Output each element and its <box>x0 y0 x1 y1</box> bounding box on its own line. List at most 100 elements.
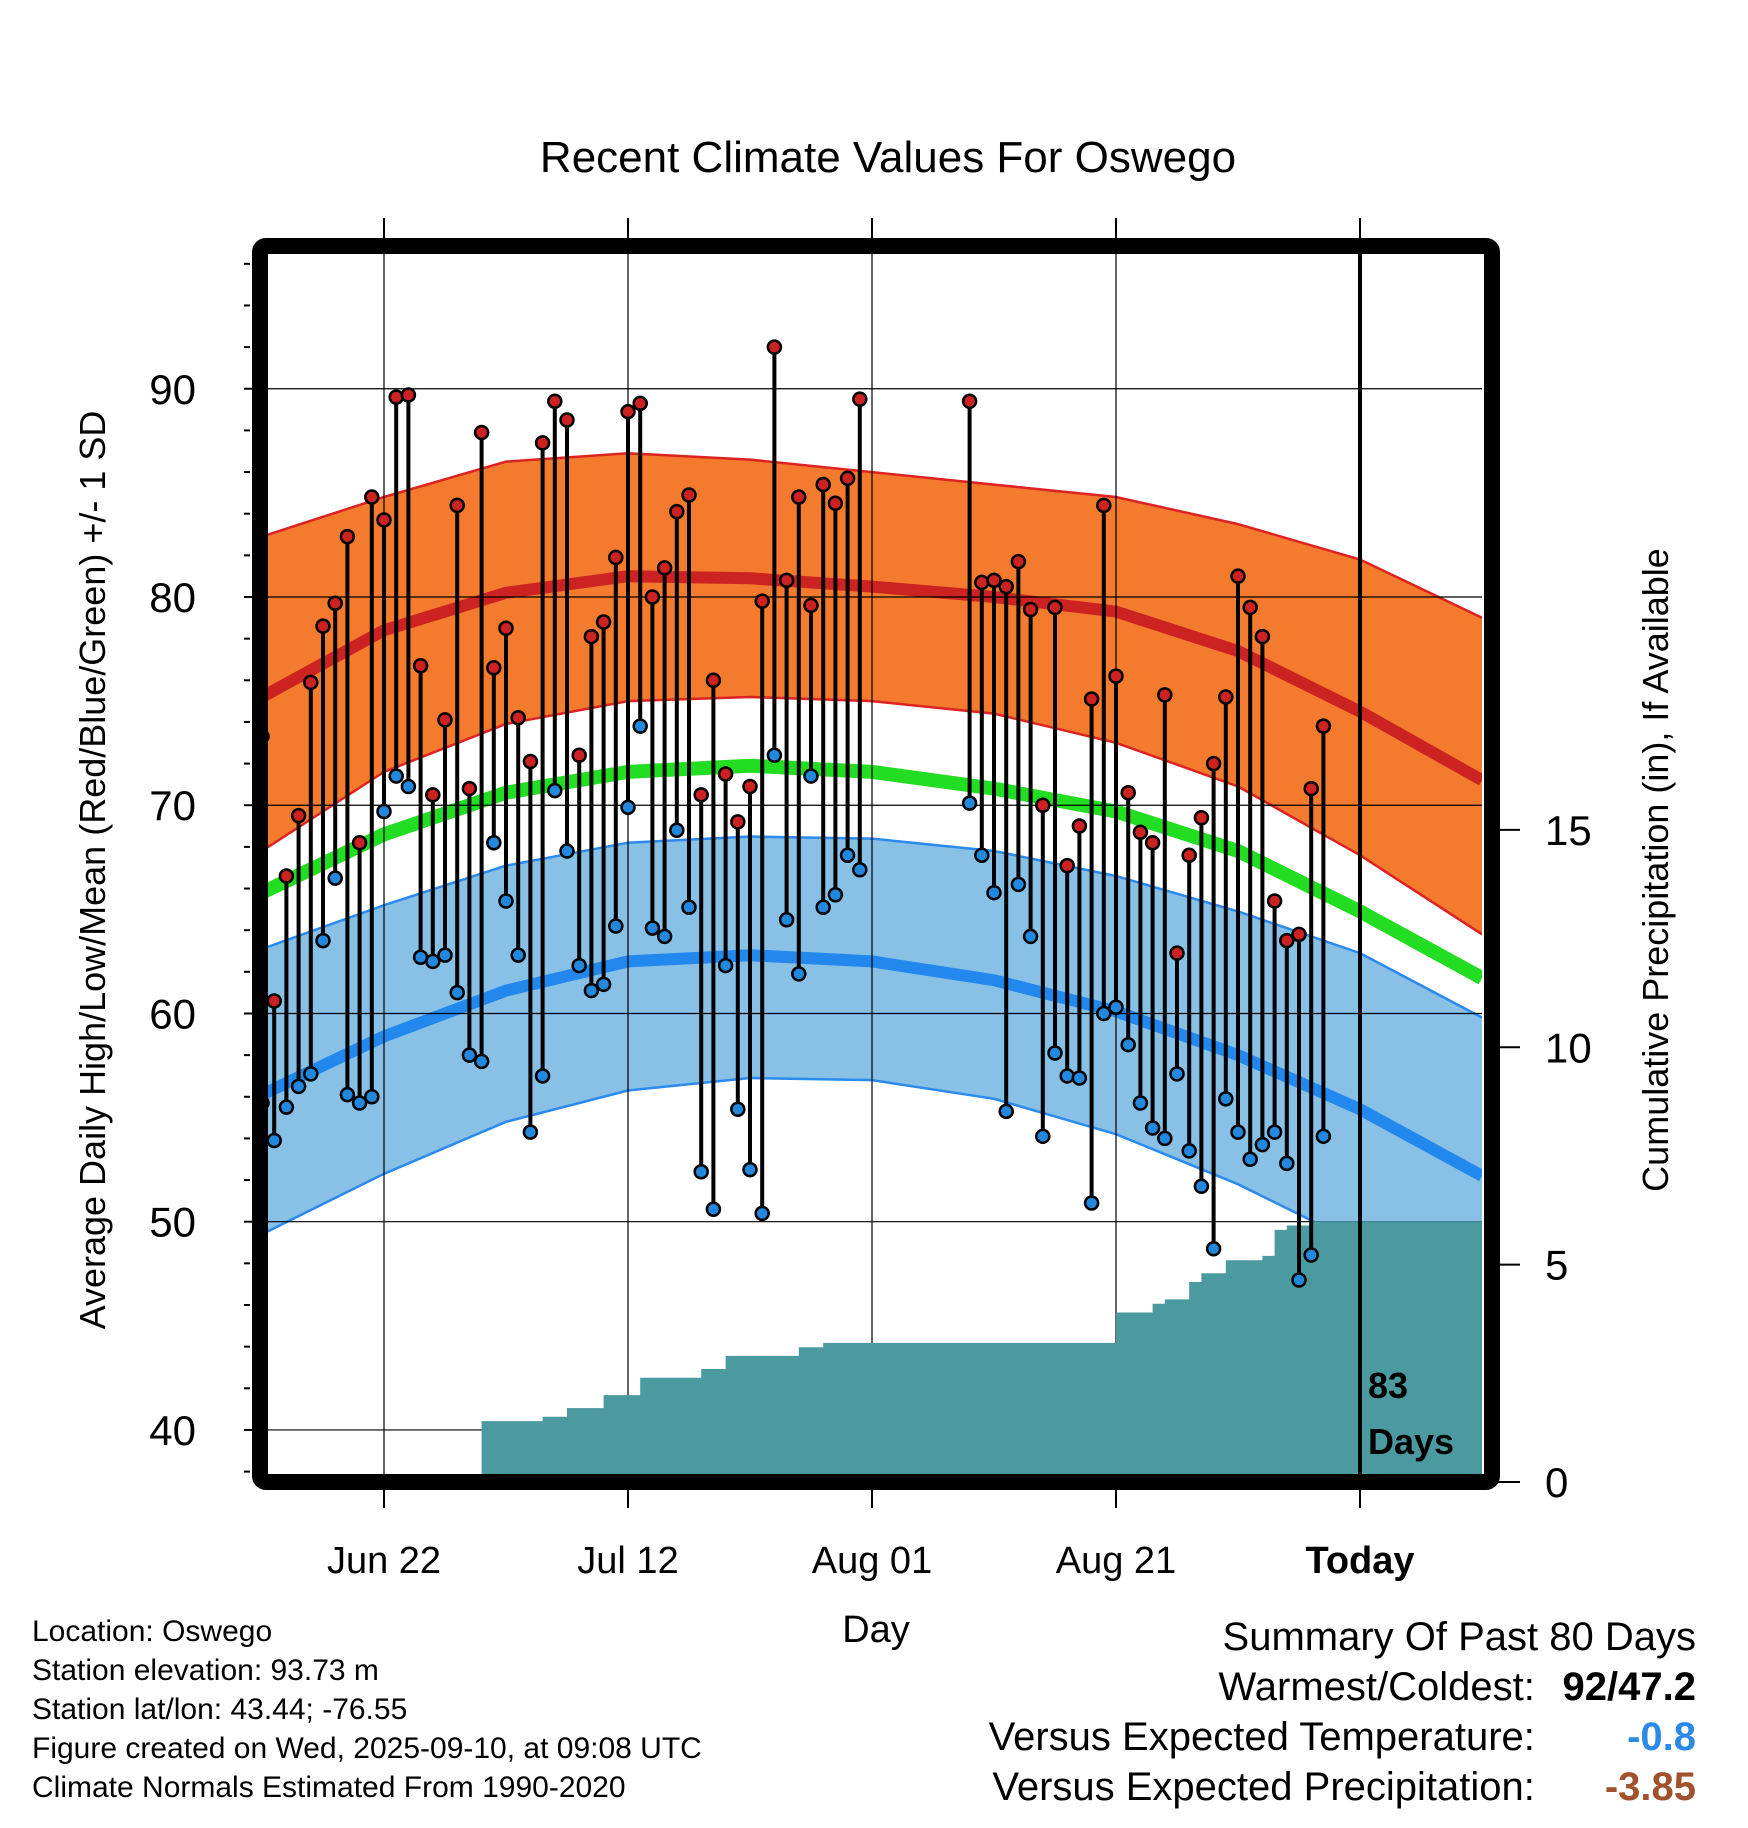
daily-low-point <box>961 795 978 811</box>
daily-high-point <box>595 614 612 630</box>
daily-high-point <box>1071 818 1088 834</box>
daily-low-point <box>852 862 868 878</box>
x-axis-label: Day <box>842 1609 910 1651</box>
daily-high-point <box>437 712 453 728</box>
daily-low-point <box>1341 0 1354 7</box>
daily-high-point <box>1010 553 1027 570</box>
daily-high-point <box>1193 809 1210 826</box>
daily-low-point <box>632 718 648 734</box>
daily-low-point <box>974 847 990 863</box>
daily-low-point <box>339 1086 356 1103</box>
y2-tick-label: 15 <box>1545 807 1592 854</box>
daily-low-point <box>522 1124 539 1140</box>
daily-high-point <box>754 593 770 609</box>
x-tick-label: Today <box>1305 1540 1414 1582</box>
daily-low-point <box>730 1101 746 1118</box>
summary-heading: Summary Of Past 80 Days <box>1222 1615 1696 1659</box>
temp-departure-value: -0.8 <box>1627 1715 1696 1759</box>
daily-low-point <box>1218 1091 1234 1107</box>
daily-high-point <box>620 403 636 420</box>
daily-low-point <box>583 982 600 999</box>
daily-high-point <box>1132 824 1149 841</box>
daily-high-point <box>1035 797 1051 813</box>
daily-high-point <box>656 560 673 576</box>
daily-low-point <box>1144 1120 1161 1136</box>
daily-high-point <box>339 528 356 545</box>
window-days-number: 83 <box>1368 1365 1408 1406</box>
info-elevation: Station elevation: 93.73 m <box>32 1654 379 1687</box>
daily-low-point <box>1169 1066 1185 1082</box>
daily-low-point <box>388 768 404 784</box>
chart-title: Recent Climate Values For Oswego <box>540 133 1236 182</box>
daily-low-point <box>400 778 417 795</box>
daily-high-point <box>742 778 758 795</box>
daily-low-point <box>1059 1068 1075 1084</box>
daily-high-point <box>791 489 807 505</box>
daily-high-point <box>315 618 331 634</box>
daily-low-point <box>1181 1143 1197 1159</box>
daily-low-point <box>1303 1247 1319 1263</box>
daily-low-point <box>595 976 612 993</box>
daily-low-point <box>303 1066 319 1082</box>
daily-high-point <box>1329 0 1342 7</box>
daily-low-point <box>547 782 563 799</box>
daily-low-point <box>473 1053 490 1070</box>
daily-high-point <box>559 412 575 428</box>
warmest-label: Warmest/Coldest: <box>1218 1665 1535 1709</box>
daily-high-point <box>498 620 514 636</box>
daily-high-point <box>1279 932 1295 949</box>
temp-departure-label: Versus Expected Temperature: <box>988 1715 1535 1759</box>
y2-axis-label: Cumulative Precipitation (in), If Availa… <box>1635 548 1676 1192</box>
daily-high-point <box>815 476 831 493</box>
daily-low-point <box>1315 1128 1332 1145</box>
daily-low-point <box>1157 1130 1173 1147</box>
daily-high-point <box>1108 668 1124 684</box>
daily-high-point <box>486 660 502 676</box>
daily-high-point <box>1169 945 1185 961</box>
summary-panel: Summary Of Past 80 Days Warmest/Coldest:… <box>989 1612 1696 1812</box>
daily-high-point <box>644 589 661 605</box>
daily-low-point <box>754 1205 770 1222</box>
daily-low-point <box>486 834 502 851</box>
y2-tick-label: 10 <box>1545 1024 1592 1071</box>
daily-low-point <box>461 1047 478 1063</box>
daily-low-point <box>1242 1151 1258 1167</box>
y-tick-label: 40 <box>149 1407 196 1454</box>
daily-high-point <box>693 787 709 803</box>
daily-low-point <box>1132 1095 1149 1111</box>
daily-high-point <box>388 389 404 405</box>
warmest-value: 92/47.2 <box>1562 1665 1696 1709</box>
window-days-text: Days <box>1368 1421 1454 1462</box>
daily-low-point <box>1047 1045 1063 1061</box>
station-info: Location: Oswego Station elevation: 93.7… <box>32 1612 702 1807</box>
daily-high-point <box>1120 784 1136 801</box>
daily-high-point <box>1230 568 1246 584</box>
daily-high-point <box>425 787 441 803</box>
daily-low-point <box>559 843 575 859</box>
daily-low-point <box>705 1201 722 1217</box>
daily-high-point <box>986 572 1002 589</box>
daily-high-point <box>1341 0 1354 7</box>
daily-low-point <box>437 947 453 963</box>
daily-high-point <box>327 595 343 611</box>
daily-low-point <box>1266 1124 1283 1140</box>
y-tick-label: 60 <box>149 990 196 1037</box>
daily-high-point <box>852 391 868 407</box>
daily-high-point <box>1315 718 1332 734</box>
daily-low-point <box>1096 1005 1112 1022</box>
daily-high-point <box>717 766 734 782</box>
daily-low-point <box>1230 1124 1246 1140</box>
daily-high-point <box>278 868 295 884</box>
daily-high-point <box>1242 599 1258 616</box>
daily-low-point <box>1071 1070 1088 1086</box>
daily-low-point <box>742 1161 758 1178</box>
plot-area: 83 Days <box>262 0 1482 1482</box>
daily-high-point <box>632 395 648 412</box>
daily-low-point <box>644 920 661 936</box>
daily-low-point <box>266 1132 282 1149</box>
daily-high-point <box>1144 834 1161 851</box>
info-latlon: Station lat/lon: 43.44; -76.55 <box>32 1693 408 1726</box>
x-tick-label: Jun 22 <box>327 1540 441 1582</box>
daily-high-point <box>583 628 600 645</box>
